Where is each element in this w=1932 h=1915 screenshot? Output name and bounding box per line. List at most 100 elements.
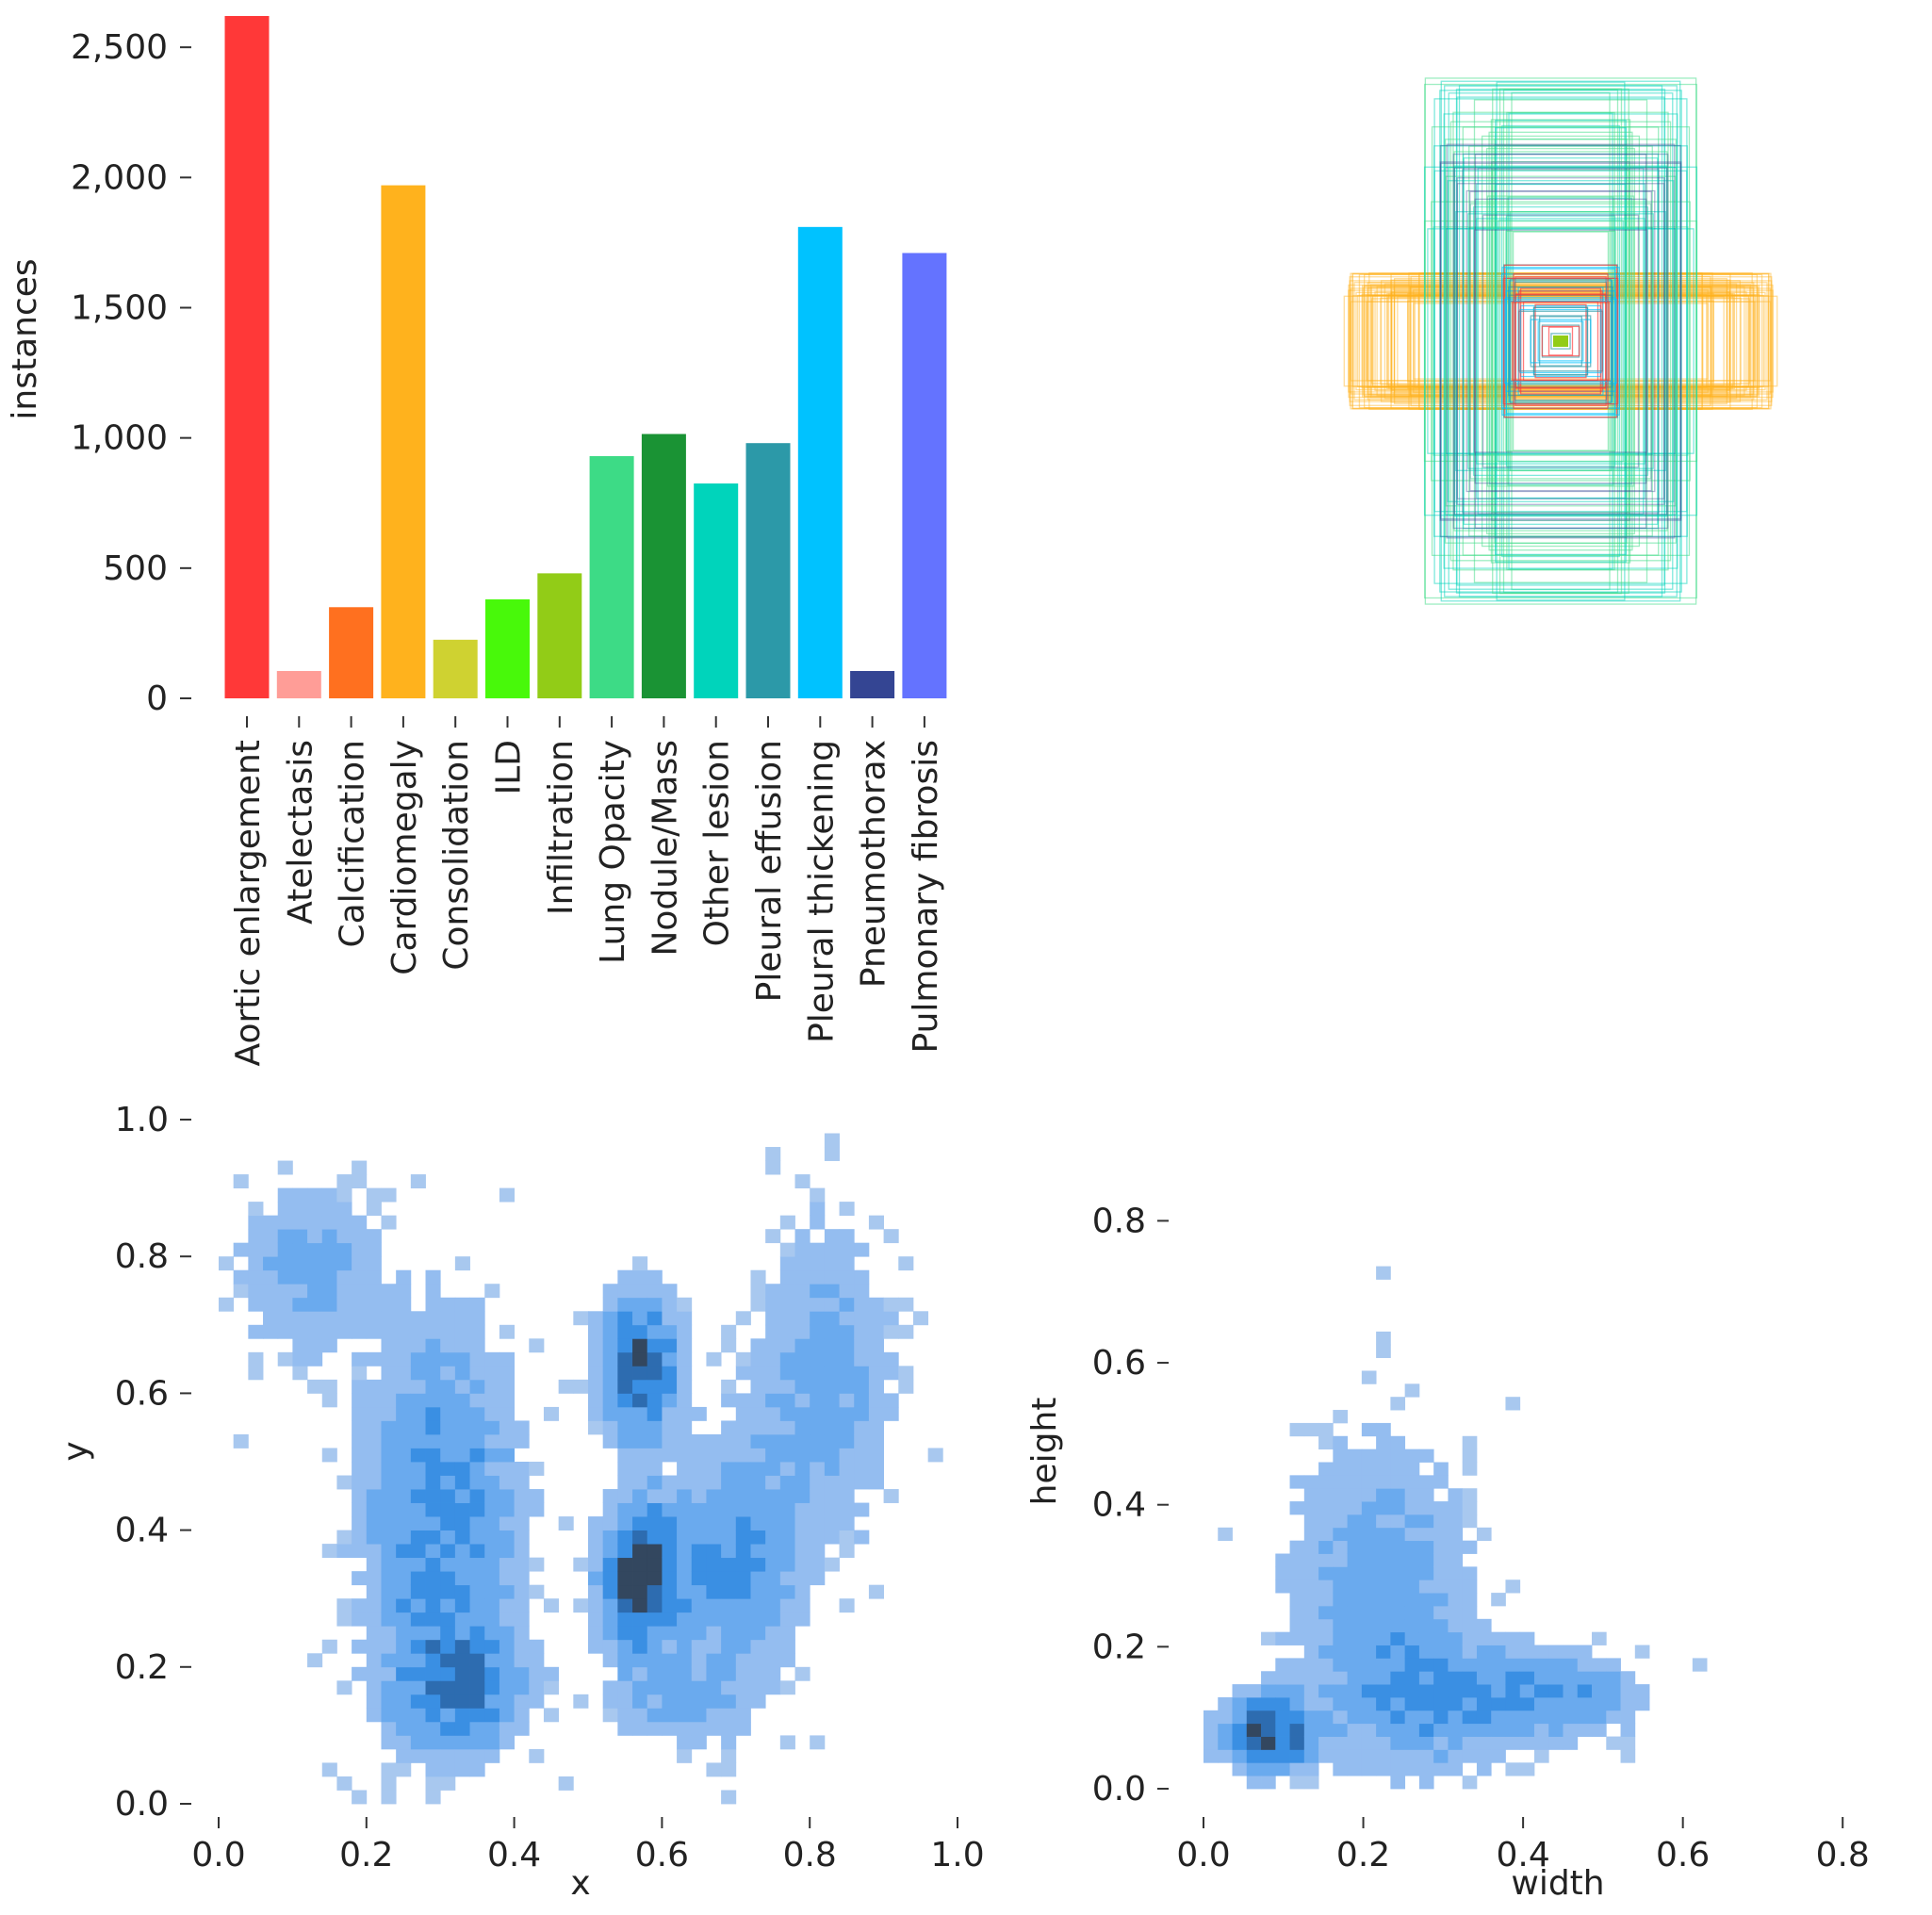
- heatmap-cell: [647, 1694, 663, 1709]
- heatmap-cell: [1318, 1435, 1334, 1450]
- heatmap-cell: [1418, 1553, 1434, 1567]
- heatmap-cell: [366, 1653, 382, 1668]
- heatmap-cell: [1361, 1696, 1377, 1711]
- heatmap-cell: [779, 1311, 795, 1326]
- heatmap-cell: [839, 1516, 855, 1530]
- heatmap-cell: [454, 1544, 470, 1559]
- xy-axes: 0.0 0.2 0.4 0.6 0.8 1.00.00.20.40.60.81.0: [115, 1101, 985, 1874]
- box-outline: [1374, 291, 1747, 391]
- heatmap-cell: [1361, 1645, 1377, 1659]
- bar-x-tick-label: ILD: [490, 740, 529, 794]
- heatmap-cell: [1303, 1631, 1319, 1645]
- heatmap-cell: [1448, 1605, 1464, 1620]
- heatmap-cell: [248, 1297, 264, 1312]
- heatmap-cell: [1462, 1696, 1478, 1711]
- heatmap-cell: [440, 1639, 456, 1654]
- heatmap-cell: [662, 1612, 678, 1627]
- heatmap-cell: [839, 1462, 855, 1476]
- heatmap-cell: [381, 1324, 397, 1339]
- heatmap-cell: [410, 1366, 426, 1381]
- heatmap-cell: [499, 1433, 515, 1449]
- heatmap-cell: [602, 1544, 618, 1559]
- heatmap-cell: [1519, 1684, 1535, 1698]
- heatmap-cell: [617, 1393, 633, 1408]
- heatmap-cell: [454, 1502, 470, 1517]
- heatmap-cell: [1491, 1710, 1506, 1725]
- heatmap-cell: [366, 1708, 382, 1723]
- heatmap-cell: [602, 1502, 618, 1517]
- heatmap-cell: [410, 1612, 426, 1627]
- heatmap-cell: [381, 1366, 397, 1381]
- heatmap-cell: [1519, 1736, 1535, 1750]
- box-outline: [1505, 268, 1616, 415]
- heatmap-cell: [839, 1379, 855, 1394]
- bar-y-tick-label: 500: [103, 549, 168, 588]
- box-outline: [1370, 298, 1751, 385]
- heatmap-cell: [706, 1516, 722, 1530]
- box-outline: [1431, 126, 1691, 556]
- heatmap-cell: [617, 1338, 633, 1353]
- heatmap-cell: [765, 1406, 781, 1421]
- heatmap-cell: [543, 1406, 560, 1421]
- heatmap-cell: [529, 1502, 545, 1517]
- heatmap-cell: [366, 1584, 382, 1599]
- heatmap-cell: [1303, 1579, 1319, 1594]
- heatmap-cell: [1275, 1671, 1290, 1685]
- heatmap-cell: [1462, 1723, 1478, 1737]
- heatmap-cell: [824, 1351, 840, 1367]
- heatmap-cell: [662, 1433, 678, 1449]
- heatmap-cell: [750, 1694, 766, 1709]
- heatmap-cell: [677, 1475, 693, 1490]
- heatmap-cell: [440, 1557, 456, 1572]
- heatmap-cell: [1476, 1618, 1492, 1633]
- box-outline: [1427, 228, 1695, 454]
- heatmap-cell: [735, 1680, 751, 1695]
- heatmap-cell: [1303, 1514, 1319, 1529]
- heatmap-cell: [352, 1256, 368, 1271]
- heatmap-cell: [617, 1448, 633, 1463]
- heatmap-cell: [454, 1639, 470, 1654]
- bar-x-tick-label: Cardiomegaly: [385, 740, 424, 975]
- heatmap-cell: [602, 1393, 618, 1408]
- heatmap-cell: [868, 1338, 884, 1353]
- heatmap-cell: [1404, 1696, 1420, 1711]
- heatmap-cell: [1303, 1762, 1319, 1776]
- heatmap-cell: [529, 1338, 545, 1353]
- heatmap-cell: [1390, 1475, 1406, 1489]
- heatmap-cell: [454, 1256, 470, 1271]
- heatmap-cell: [647, 1297, 663, 1312]
- heatmap-cell: [454, 1557, 470, 1572]
- heatmap-cell: [1218, 1696, 1233, 1711]
- heatmap-cell: [794, 1598, 810, 1613]
- heatmap-cell: [588, 1557, 604, 1572]
- heatmap-cell: [1376, 1540, 1391, 1554]
- heatmap-cell: [1361, 1514, 1377, 1529]
- heatmap-cell: [425, 1420, 441, 1435]
- box-outline: [1474, 198, 1647, 484]
- heatmap-cell: [440, 1502, 456, 1517]
- heatmap-cell: [1303, 1723, 1319, 1737]
- heatmap-cell: [366, 1571, 382, 1586]
- heatmap-cell: [454, 1571, 470, 1586]
- heatmap-cell: [735, 1653, 751, 1668]
- heatmap-cell: [1318, 1540, 1334, 1554]
- heatmap-cell: [588, 1351, 604, 1367]
- bar: [641, 434, 686, 698]
- heatmap-cell: [1433, 1671, 1449, 1685]
- heatmap-cell: [1418, 1631, 1434, 1645]
- heatmap-cell: [1376, 1749, 1391, 1763]
- heatmap-cell: [352, 1666, 368, 1681]
- heatmap-cell: [1390, 1658, 1406, 1672]
- heatmap-cell: [1533, 1749, 1549, 1763]
- heatmap-cell: [1333, 1658, 1348, 1672]
- heatmap-cell: [735, 1694, 751, 1709]
- box-outline: [1476, 218, 1645, 465]
- heatmap-cell: [632, 1448, 648, 1463]
- heatmap-cell: [706, 1639, 722, 1654]
- heatmap-cell: [1361, 1710, 1377, 1725]
- heatmap-cell: [1548, 1710, 1564, 1725]
- heatmap-cell: [1303, 1684, 1319, 1698]
- heatmap-cell: [440, 1462, 456, 1476]
- heatmap-cell: [1203, 1710, 1219, 1725]
- heatmap-cell: [484, 1584, 500, 1599]
